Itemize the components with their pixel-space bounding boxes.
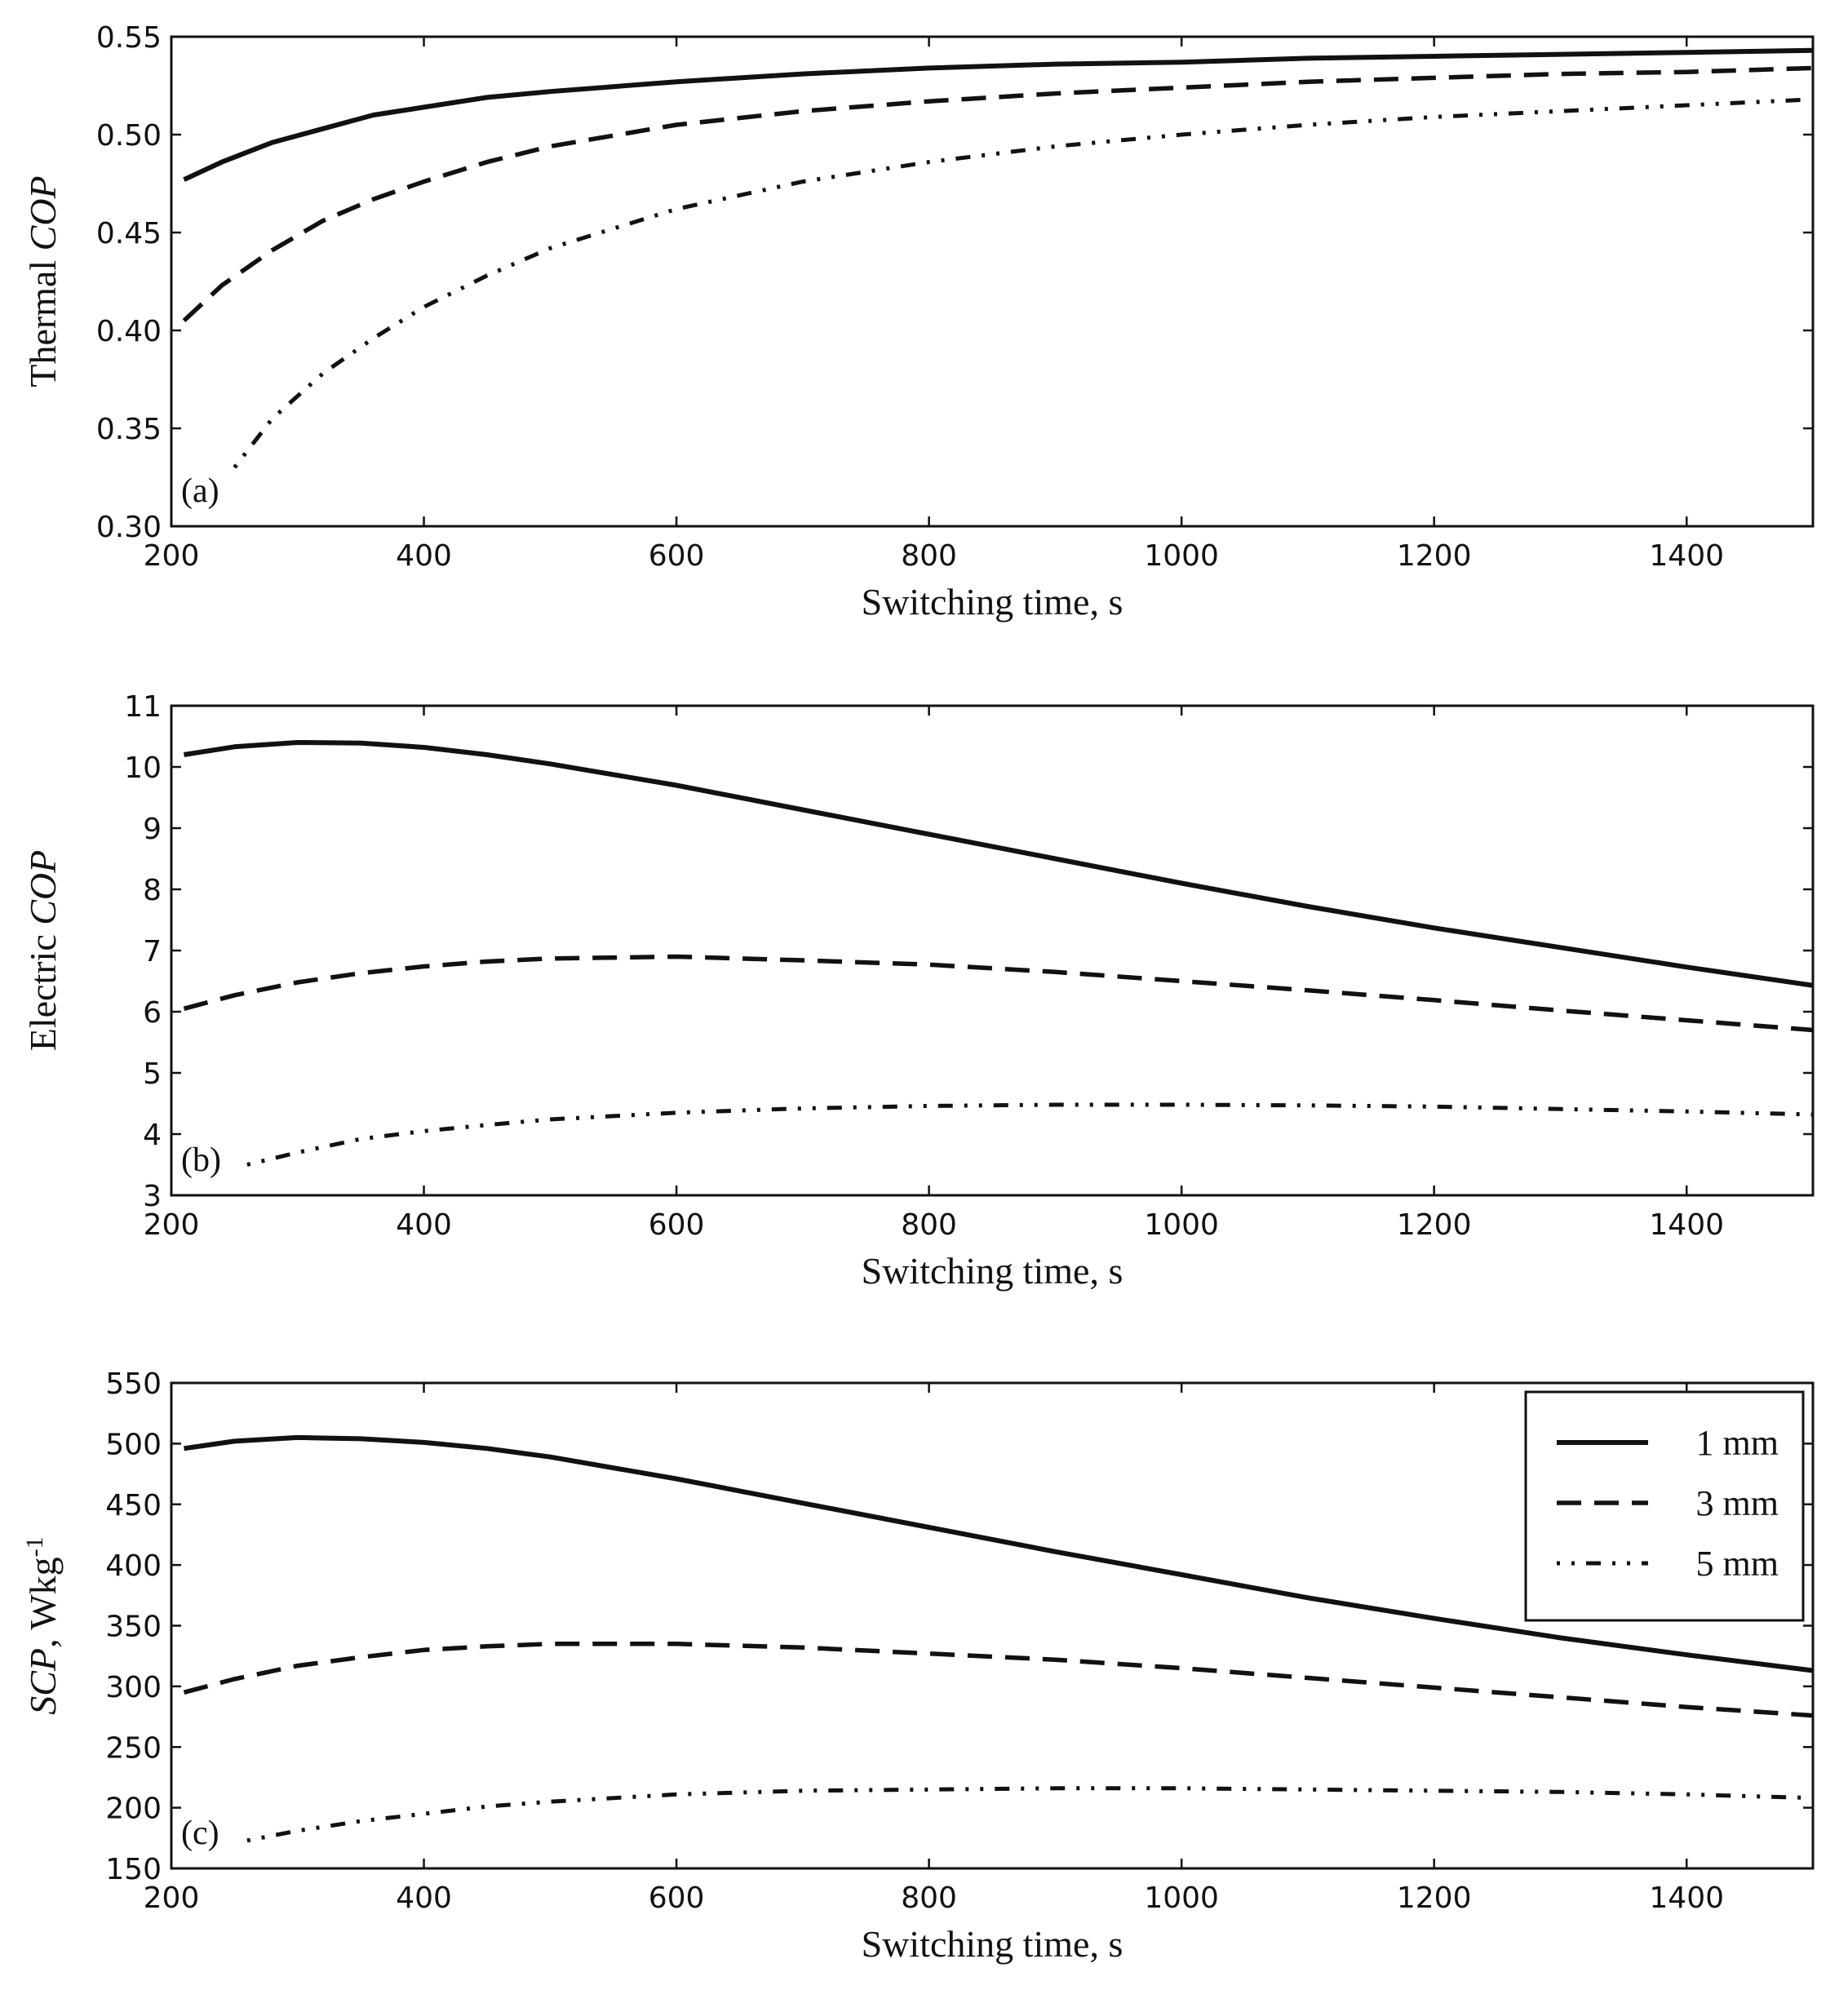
x-tick-label: 400 bbox=[396, 539, 452, 573]
y-tick-label: 400 bbox=[105, 1549, 162, 1583]
y-tick-label: 0.50 bbox=[96, 119, 162, 153]
y-axis-label: SCP, Wkg-1 bbox=[21, 1536, 64, 1714]
x-tick-label: 800 bbox=[901, 1881, 957, 1915]
series-line-3-mm bbox=[183, 1642, 1813, 1718]
y-tick-label: 10 bbox=[124, 751, 162, 785]
y-axis-label-superscript: -1 bbox=[21, 1536, 48, 1557]
x-axis-label: Switching time, s bbox=[862, 1250, 1123, 1292]
x-tick-label: 600 bbox=[649, 1208, 705, 1242]
y-axis-label-part: , Wkg bbox=[22, 1557, 64, 1648]
y-tick-label: 250 bbox=[105, 1731, 162, 1765]
series-line-3-mm bbox=[183, 954, 1813, 1033]
x-axis-label: Switching time, s bbox=[862, 581, 1123, 623]
chart-panel-a: 200 400 600 800 1000 1200 1400 0.30 0.35 0.40 0.45… bbox=[22, 21, 1815, 623]
x-tick-label: 400 bbox=[396, 1881, 452, 1915]
y-tick-label: 11 bbox=[124, 690, 162, 724]
y-tick-label: 550 bbox=[105, 1367, 162, 1401]
x-tick-label: 1200 bbox=[1397, 1208, 1472, 1242]
y-tick-label: 0.30 bbox=[96, 511, 162, 544]
series-line-1-mm bbox=[184, 740, 1813, 988]
axes-frame bbox=[170, 35, 1815, 528]
y-axis-label: Thermal COP bbox=[22, 175, 64, 387]
y-tick-label: 150 bbox=[105, 1853, 162, 1886]
y-tick-label: 3 bbox=[143, 1180, 162, 1213]
legend: 1 mm 3 mm 5 mm bbox=[1524, 1390, 1805, 1622]
x-tick-label: 1400 bbox=[1649, 1208, 1724, 1242]
x-tick-label: 1000 bbox=[1144, 1881, 1219, 1915]
x-axis-label: Switching time, s bbox=[862, 1923, 1123, 1965]
y-tick-label: 300 bbox=[105, 1671, 162, 1704]
x-tick-label: 800 bbox=[901, 539, 957, 573]
y-tick-label: 9 bbox=[143, 813, 162, 846]
y-tick-label: 8 bbox=[143, 874, 162, 907]
chart-panel-c: 200 400 600 800 1000 1200 14001502002503003504… bbox=[21, 1367, 1815, 1965]
y-tick-label: 4 bbox=[143, 1119, 162, 1152]
x-tick-label: 200 bbox=[144, 1208, 200, 1242]
x-tick-label: 600 bbox=[649, 1881, 705, 1915]
y-tick-label: 7 bbox=[143, 935, 162, 968]
y-tick-label: 6 bbox=[143, 996, 162, 1030]
y-axis-label-part: Electric bbox=[22, 925, 64, 1052]
y-axis-label-part: COP bbox=[22, 850, 64, 925]
series-line-5-mm bbox=[233, 97, 1813, 469]
x-tick-label: 600 bbox=[649, 539, 705, 573]
panel-label: (a) bbox=[181, 472, 219, 510]
panel-label: (b) bbox=[181, 1141, 221, 1179]
x-tick-label: 800 bbox=[901, 1208, 957, 1242]
x-tick-label: 1400 bbox=[1649, 1881, 1724, 1915]
x-tick-label: 1000 bbox=[1144, 539, 1219, 573]
y-tick-label: 0.45 bbox=[96, 217, 162, 250]
x-tick-label: 200 bbox=[144, 539, 200, 573]
x-tick-label: 400 bbox=[396, 1208, 452, 1242]
series-line-1-mm bbox=[184, 1434, 1813, 1673]
y-tick-label: 0.55 bbox=[96, 21, 162, 55]
x-tick-label: 1200 bbox=[1397, 1881, 1472, 1915]
chart-panel-b: 200 400 600 800 1000 1200 1400 3 4 5 6 7 8 9 10 11 Switc… bbox=[22, 690, 1815, 1292]
y-tick-label: 450 bbox=[105, 1489, 162, 1522]
series-line-3-mm bbox=[182, 65, 1813, 323]
panel-label: (c) bbox=[181, 1815, 219, 1852]
x-tick-label: 1400 bbox=[1649, 539, 1724, 573]
y-tick-label: 500 bbox=[105, 1428, 162, 1461]
legend-label: 5 mm bbox=[1696, 1544, 1779, 1584]
y-tick-label: 200 bbox=[105, 1793, 162, 1826]
y-axis-label-part: SCP bbox=[22, 1648, 64, 1715]
y-axis-label-part: Thermal bbox=[22, 250, 64, 387]
series-line-1-mm bbox=[183, 47, 1813, 182]
y-tick-label: 5 bbox=[143, 1057, 162, 1091]
y-tick-label: 0.35 bbox=[96, 413, 162, 446]
x-tick-label: 200 bbox=[144, 1881, 200, 1915]
series-line-5-mm bbox=[246, 1102, 1813, 1167]
legend-box bbox=[1524, 1390, 1805, 1622]
x-tick-label: 1200 bbox=[1397, 539, 1472, 573]
series-line-5-mm bbox=[246, 1786, 1813, 1843]
y-axis-label-part: COP bbox=[22, 175, 64, 250]
legend-label: 1 mm bbox=[1696, 1423, 1779, 1463]
y-tick-label: 0.40 bbox=[96, 315, 162, 348]
legend-label: 3 mm bbox=[1696, 1483, 1779, 1523]
x-tick-label: 1000 bbox=[1144, 1208, 1219, 1242]
y-axis-label: Electric COP bbox=[22, 850, 64, 1052]
y-tick-label: 350 bbox=[105, 1611, 162, 1644]
